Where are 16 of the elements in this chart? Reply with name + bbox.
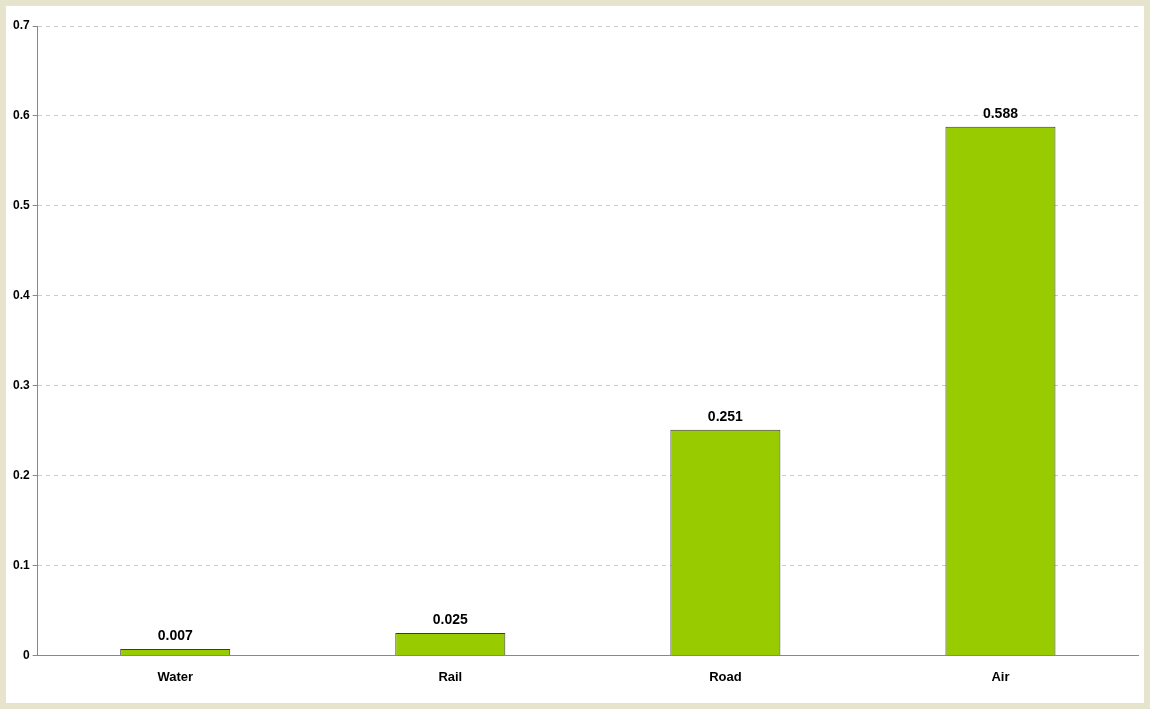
y-tick-label: 0.1 [12, 557, 30, 572]
y-tick-label: 0.5 [12, 198, 30, 213]
data-label: 0.007 [157, 626, 193, 643]
data-label: 0.588 [982, 104, 1019, 121]
x-tick-label: Water [157, 668, 194, 684]
y-tick-label: 0.2 [12, 467, 30, 482]
y-tick-label: 0.7 [12, 18, 30, 33]
y-tick-label: 0.4 [12, 288, 30, 303]
x-tick-label: Rail [438, 668, 463, 684]
y-tick-label: 0 [22, 647, 30, 662]
x-tick-label: Air [991, 668, 1010, 684]
y-tick-label: 0.6 [12, 108, 30, 123]
data-label: 0.251 [707, 407, 744, 424]
data-label: 0.025 [432, 610, 469, 627]
x-tick-label: Road [709, 668, 742, 684]
y-tick-label: 0.3 [12, 377, 30, 392]
